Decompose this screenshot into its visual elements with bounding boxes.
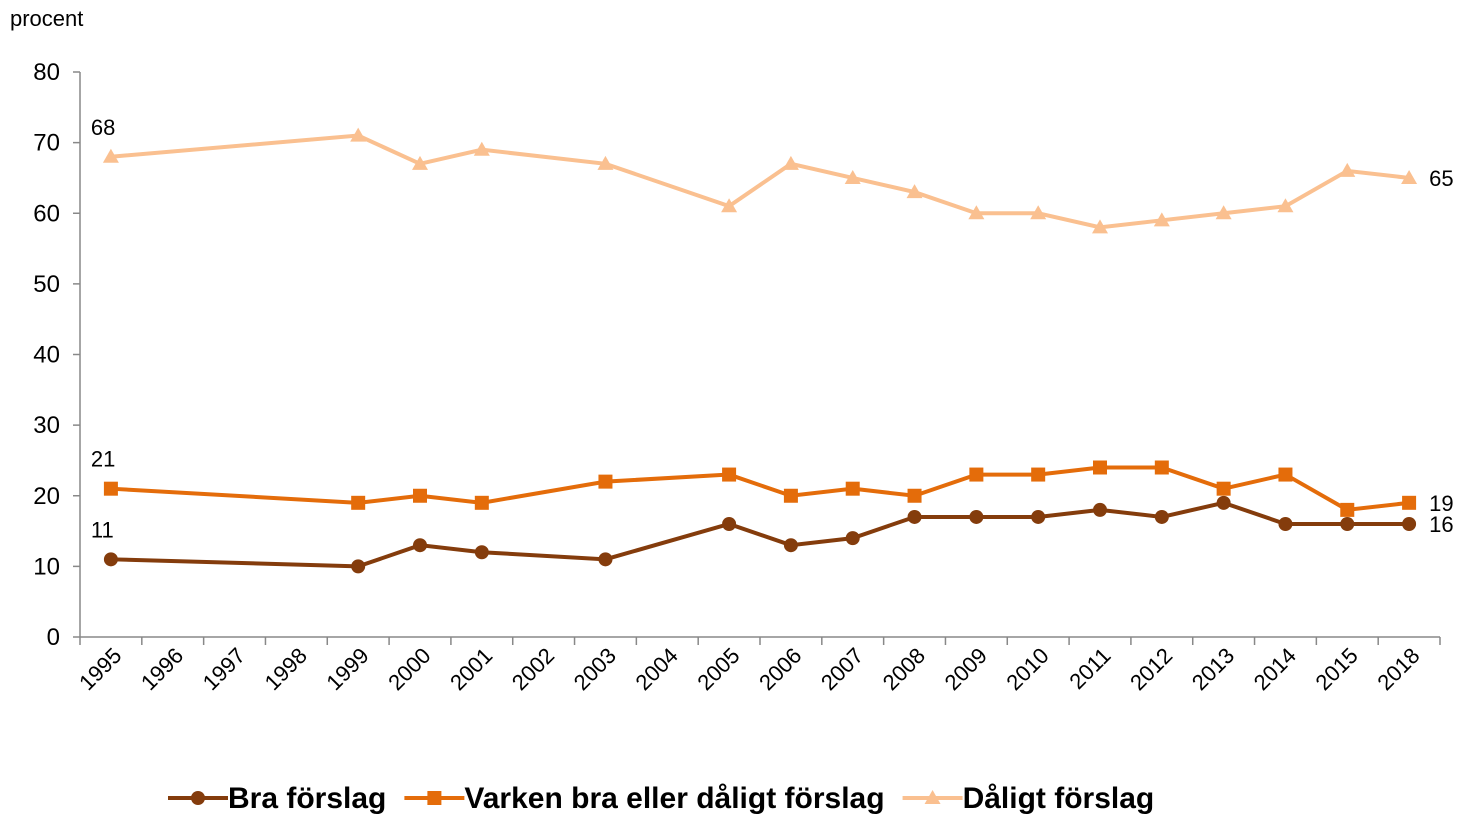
legend-marker bbox=[427, 791, 442, 805]
x-tick-label: 2007 bbox=[816, 643, 868, 695]
data-label: 19 bbox=[1429, 491, 1453, 516]
point bbox=[783, 538, 798, 553]
point bbox=[1154, 509, 1169, 524]
x-tick-label: 2013 bbox=[1187, 643, 1239, 695]
point bbox=[1401, 169, 1418, 184]
point bbox=[968, 205, 985, 220]
point bbox=[844, 169, 861, 184]
point bbox=[1093, 502, 1107, 517]
data-label: 11 bbox=[91, 517, 114, 542]
point bbox=[907, 509, 922, 524]
y-tick-label: 30 bbox=[33, 412, 60, 439]
point bbox=[1277, 198, 1294, 213]
point bbox=[413, 538, 427, 553]
point bbox=[474, 545, 489, 560]
point bbox=[103, 552, 118, 567]
x-tick-label: 2004 bbox=[631, 643, 683, 695]
point bbox=[350, 127, 367, 142]
point bbox=[969, 509, 984, 524]
point bbox=[1093, 460, 1107, 475]
point bbox=[1278, 517, 1293, 531]
point bbox=[906, 184, 923, 199]
y-tick-label: 80 bbox=[33, 59, 60, 86]
data-label: 16 bbox=[1429, 512, 1453, 537]
x-tick-label: 1997 bbox=[198, 643, 250, 695]
point bbox=[474, 495, 489, 510]
x-tick-label: 2010 bbox=[1001, 643, 1053, 695]
point bbox=[1278, 467, 1293, 482]
x-tick-label: 2014 bbox=[1249, 643, 1301, 695]
y-tick-label: 60 bbox=[33, 200, 60, 227]
point bbox=[598, 474, 613, 489]
data-label: 21 bbox=[91, 447, 115, 472]
point bbox=[783, 488, 798, 503]
point bbox=[351, 559, 366, 574]
point bbox=[102, 148, 119, 163]
legend-marker bbox=[191, 791, 205, 805]
point bbox=[721, 198, 738, 213]
x-tick-label: 2000 bbox=[383, 643, 435, 695]
point bbox=[1030, 205, 1047, 220]
point bbox=[473, 141, 490, 156]
point bbox=[969, 467, 984, 482]
x-tick-label: 2006 bbox=[754, 643, 806, 695]
point bbox=[1402, 517, 1417, 531]
x-tick-label: 2005 bbox=[692, 643, 744, 695]
series-line bbox=[110, 133, 1410, 230]
legend-marker bbox=[924, 790, 941, 804]
legend-label: Dåligt förslag bbox=[963, 782, 1155, 815]
legend: Bra förslag Varken bra eller dåligt försl… bbox=[168, 782, 1154, 815]
point bbox=[1031, 509, 1046, 524]
x-tick-label: 2015 bbox=[1311, 643, 1363, 695]
point bbox=[598, 552, 613, 567]
x-tick-label: 1996 bbox=[136, 643, 188, 695]
legend-label: Bra förslag bbox=[228, 782, 386, 815]
point bbox=[1340, 517, 1355, 531]
data-label: 65 bbox=[1429, 166, 1453, 191]
y-tick-label: 20 bbox=[33, 483, 60, 510]
point bbox=[1154, 460, 1169, 475]
x-tick-label: 2002 bbox=[507, 643, 559, 695]
x-tick-label: 1998 bbox=[260, 643, 312, 695]
point bbox=[1092, 219, 1108, 234]
x-tick-label: 2012 bbox=[1125, 643, 1177, 695]
data-label: 68 bbox=[91, 115, 115, 140]
y-tick-label: 70 bbox=[33, 130, 60, 157]
point bbox=[782, 155, 799, 170]
x-tick-label: 1995 bbox=[74, 643, 126, 695]
point bbox=[722, 467, 737, 482]
point bbox=[351, 495, 366, 510]
x-tick-label: 1999 bbox=[321, 643, 373, 695]
x-tick-label: 2009 bbox=[940, 643, 992, 695]
point bbox=[1216, 481, 1231, 496]
point bbox=[907, 488, 922, 503]
x-tick-label: 2018 bbox=[1372, 643, 1424, 695]
y-tick-label: 50 bbox=[33, 271, 60, 298]
series-line bbox=[110, 500, 1410, 569]
point bbox=[1216, 495, 1231, 510]
y-tick-label: 0 bbox=[47, 624, 60, 651]
point bbox=[1153, 212, 1170, 227]
x-tick-label: 2011 bbox=[1064, 643, 1115, 694]
point bbox=[103, 481, 118, 496]
point bbox=[845, 531, 860, 546]
point bbox=[722, 517, 737, 531]
point bbox=[1339, 162, 1356, 177]
point bbox=[1340, 502, 1355, 517]
point bbox=[413, 488, 427, 503]
point bbox=[1031, 467, 1046, 482]
x-tick-label: 2008 bbox=[878, 643, 930, 695]
x-tick-label: 2003 bbox=[569, 643, 621, 695]
point bbox=[1402, 495, 1417, 510]
y-axis-label: procent bbox=[10, 6, 83, 31]
point bbox=[412, 155, 428, 170]
legend-label: Varken bra eller dåligt förslag bbox=[464, 782, 884, 815]
y-tick-label: 40 bbox=[33, 342, 60, 369]
y-tick-label: 10 bbox=[33, 553, 60, 580]
point bbox=[597, 155, 614, 170]
x-tick-label: 2001 bbox=[445, 643, 497, 695]
point bbox=[845, 481, 860, 496]
point bbox=[1215, 205, 1232, 220]
